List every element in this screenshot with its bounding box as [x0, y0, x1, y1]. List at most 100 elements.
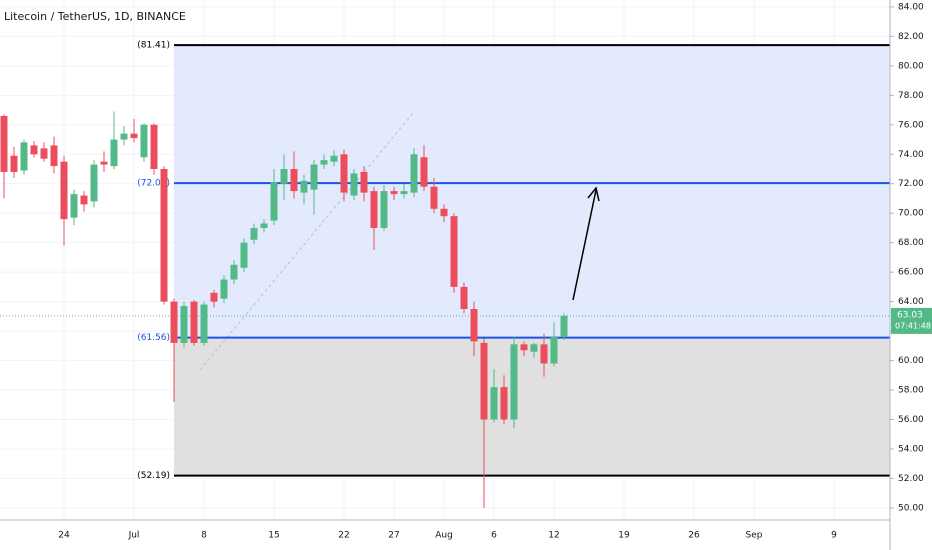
candle-body [270, 182, 278, 221]
candle-body [190, 301, 198, 343]
zone [174, 45, 890, 184]
candle-body [240, 242, 248, 268]
candle-body [20, 142, 28, 171]
level-label: (72.04) [137, 179, 170, 189]
candle-body [460, 286, 468, 309]
y-tick-label: 70.00 [898, 209, 924, 219]
candle-body [430, 186, 438, 209]
candle-body [480, 342, 488, 420]
chart-title: Litecoin / TetherUS, 1D, BINANCE [4, 10, 186, 23]
candle-body [220, 279, 228, 299]
x-tick-label: 27 [388, 531, 399, 541]
candle-body [370, 191, 378, 228]
arrow-head [587, 186, 600, 202]
candle-body [390, 191, 398, 195]
candle-body [80, 195, 88, 205]
candle-body [90, 164, 98, 202]
candle-body [0, 115, 8, 172]
candle-body [320, 160, 328, 165]
x-tick-label: Sep [746, 531, 763, 541]
candle-body [100, 161, 108, 165]
y-tick-label: 76.00 [898, 120, 924, 130]
candle-body [290, 169, 298, 192]
candle-body [510, 344, 518, 420]
countdown-label: 07:41:48 [895, 321, 931, 330]
y-tick-label: 68.00 [898, 238, 924, 248]
candle-body [490, 387, 498, 420]
x-tick-label: 19 [618, 531, 630, 541]
y-tick-label: 64.00 [898, 297, 924, 307]
candle-body [250, 227, 258, 240]
candle-body [70, 194, 78, 218]
candle-body [280, 169, 288, 184]
y-tick-label: 84.00 [898, 2, 924, 12]
candle-body [110, 139, 118, 167]
candle-body [30, 145, 38, 155]
y-tick-label: 82.00 [898, 32, 924, 42]
candle-body [300, 180, 308, 193]
x-tick-label: 6 [491, 531, 497, 541]
x-tick-label: 15 [268, 531, 279, 541]
zone [174, 337, 890, 476]
candle-body [330, 155, 338, 162]
candle-body [550, 336, 558, 364]
candle-body [450, 216, 458, 287]
candle-body [150, 124, 158, 170]
candle-body [500, 387, 508, 420]
level-label: (52.19) [137, 471, 170, 481]
candle-body [60, 161, 68, 220]
candle-body [140, 124, 148, 158]
candle-body [530, 344, 538, 352]
candle-body [560, 315, 568, 337]
level-label: (61.56) [137, 333, 170, 343]
y-tick-label: 78.00 [898, 91, 924, 101]
trend-line [199, 111, 415, 371]
candle-body [180, 306, 188, 343]
candle-body [160, 169, 168, 302]
x-tick-label: 26 [688, 531, 700, 541]
x-tick-label: 22 [338, 531, 349, 541]
candle-body [350, 173, 358, 196]
candle-body [230, 264, 238, 280]
candle-body [440, 208, 448, 217]
candle-body [420, 157, 428, 187]
plot [0, 44, 890, 508]
candle-body [520, 344, 528, 351]
last-price-label: 63.03 [897, 310, 923, 320]
y-tick-label: 60.00 [898, 356, 924, 366]
y-tick-label: 52.00 [898, 474, 924, 484]
candle-body [400, 191, 408, 195]
candle-body [540, 344, 548, 364]
candle-body [360, 171, 368, 193]
x-tick-label: 8 [201, 531, 207, 541]
layers: (81.41) (72.04) (61.56) (52.19) [0, 0, 890, 520]
candle-body [120, 133, 128, 140]
x-tick-label: 9 [831, 531, 837, 541]
candle-body [470, 308, 478, 342]
y-tick-label: 54.00 [898, 444, 924, 454]
y-tick-label: 74.00 [898, 150, 924, 160]
y-tick-label: 80.00 [898, 61, 924, 71]
candle-body [340, 154, 348, 193]
last-price-tag [891, 307, 932, 334]
y-tick-label: 72.00 [898, 179, 924, 189]
candle-body [310, 164, 318, 190]
candle-body [40, 148, 48, 159]
candle-body [130, 133, 138, 139]
y-tick-label: 66.00 [898, 268, 924, 278]
y-tick-label: 58.00 [898, 386, 924, 396]
candle-body [260, 223, 268, 228]
arrow [572, 189, 597, 301]
x-tick-label: 12 [548, 531, 559, 541]
y-tick-label: 50.00 [898, 503, 924, 513]
candle-body [50, 145, 58, 167]
zone [174, 183, 890, 338]
x-tick-label: 24 [58, 531, 70, 541]
x-tick-label: Jul [128, 531, 140, 541]
x-tick-label: Aug [435, 531, 453, 541]
candle-body [200, 304, 208, 343]
candle-body [210, 292, 218, 302]
candle-body [410, 154, 418, 193]
candle-body [10, 155, 18, 172]
